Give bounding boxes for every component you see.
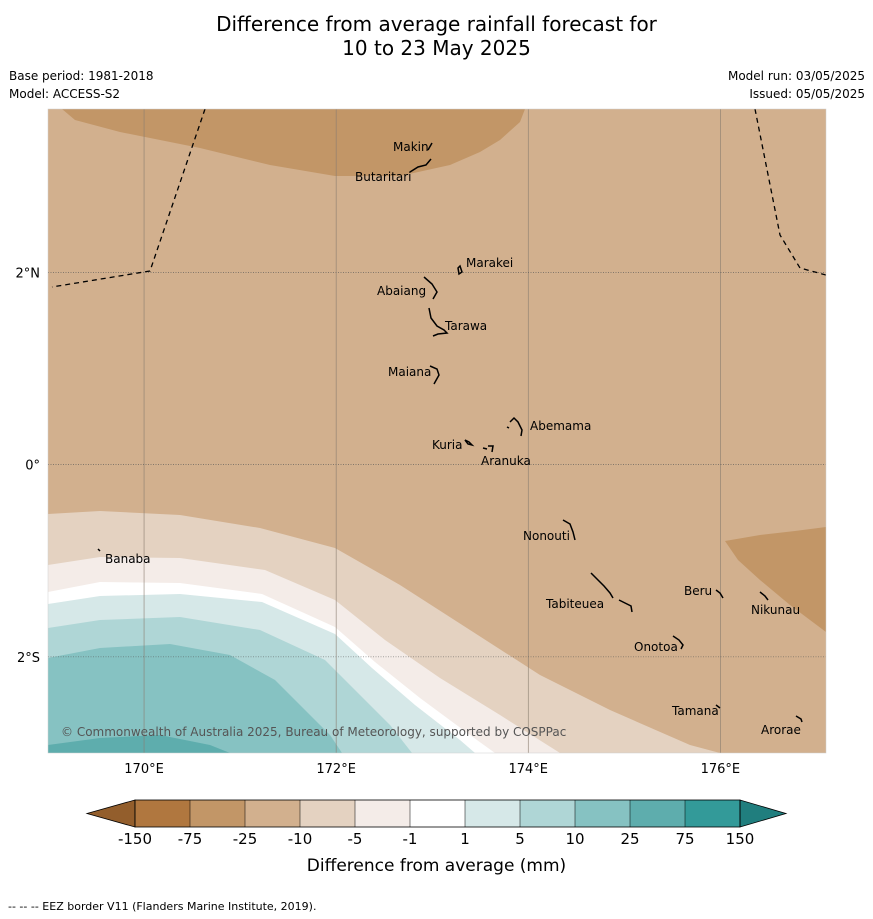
island-abaiang-outline [423, 276, 438, 300]
place-label-marakei: Marakei [466, 256, 513, 270]
legend-swatch [520, 800, 575, 827]
place-labels: Makin Butaritari Marakei Abaiang Tarawa … [105, 140, 801, 737]
place-label-nikunau: Nikunau [751, 603, 800, 617]
legend-swatch [135, 800, 190, 827]
legend-tick-label: -25 [233, 830, 258, 848]
place-label-onotoa: Onotoa [634, 640, 678, 654]
lat-tick-label: 0° [25, 459, 40, 474]
title-line-2: 10 to 23 May 2025 [342, 36, 531, 60]
legend-swatch [465, 800, 520, 827]
base-period: Base period: 1981-2018 [9, 69, 154, 83]
legend-tick-label: -10 [288, 830, 313, 848]
legend-swatch [630, 800, 685, 827]
island-makin-outline [427, 142, 433, 151]
legend-tick-label: -150 [118, 830, 152, 848]
eez-border [51, 109, 826, 288]
island-kuria-outline [464, 439, 475, 447]
legend-tick-label: 10 [565, 830, 584, 848]
legend-extend-high [739, 799, 788, 828]
place-label-nonouti: Nonouti [523, 529, 570, 543]
eez-border-east [754, 109, 826, 276]
legend-tick-label: -5 [348, 830, 363, 848]
place-label-tabiteuea: Tabiteuea [545, 597, 604, 611]
legend-swatch [575, 800, 630, 827]
island-onotoa-outline [672, 635, 684, 650]
island-outlines [97, 142, 803, 723]
band-10-to-25 [48, 644, 342, 753]
place-label-beru: Beru [684, 584, 712, 598]
place-label-arorae: Arorae [761, 723, 801, 737]
lon-tick-label: 172°E [316, 762, 356, 777]
band-25-to-75 [48, 735, 230, 753]
lat-tick-label: 2°S [17, 651, 40, 666]
island-aranuka-outline [488, 445, 494, 453]
place-label-makin: Makin [393, 140, 429, 154]
island-nonouti-outline [562, 519, 576, 541]
lon-tick-label: 174°E [508, 762, 548, 777]
band-minus75-to-minus25-north [48, 109, 525, 176]
rainfall-anomaly-contours [48, 109, 826, 753]
place-label-tamana: Tamana [671, 704, 719, 718]
island-beru-outline [715, 589, 724, 599]
title-line-1: Difference from average rainfall forecas… [216, 12, 657, 36]
place-label-abemama: Abemama [530, 419, 591, 433]
legend-swatch [410, 800, 465, 827]
lon-tick-label: 176°E [701, 762, 741, 777]
island-arorae-outline [795, 715, 803, 723]
island-aranuka-islet [482, 447, 488, 450]
island-tabiteuea-north-outline [590, 572, 614, 599]
place-label-banaba: Banaba [105, 552, 151, 566]
band-minus75-to-minus25-east [725, 527, 826, 632]
legend-tick-label: -1 [403, 830, 418, 848]
island-maiana-outline [429, 365, 440, 385]
legend-tick-label: -75 [178, 830, 203, 848]
model-run: Model run: 03/05/2025 [727, 69, 865, 83]
place-label-maiana: Maiana [388, 365, 431, 379]
lon-tick-label: 170°E [124, 762, 164, 777]
island-tamana-outline [715, 704, 721, 709]
legend-swatch [685, 800, 740, 827]
map-frame [47, 108, 827, 754]
lat-tick-label: 2°N [16, 266, 41, 281]
island-butaritari-outline [409, 158, 432, 173]
legend-swatch [190, 800, 245, 827]
copyright-notice: © Commonwealth of Australia 2025, Bureau… [61, 725, 566, 739]
island-marakei-outline [457, 264, 463, 276]
legend-tick-label: 75 [675, 830, 694, 848]
issued-date: Issued: 05/05/2025 [749, 87, 865, 101]
legend-extend-low [85, 799, 136, 828]
island-nikunau-outline [759, 591, 769, 601]
island-abemama-islet [506, 426, 510, 429]
place-label-tarawa: Tarawa [444, 319, 487, 333]
eez-footnote: -- -- -- EEZ border V11 (Flanders Marine… [8, 900, 317, 913]
eez-border-west [51, 109, 206, 288]
legend-swatch [355, 800, 410, 827]
legend-tick-label: 25 [620, 830, 639, 848]
legend-tick-label: 150 [726, 830, 755, 848]
island-tarawa-outline [428, 307, 449, 337]
legend-tick-label: 5 [515, 830, 525, 848]
island-abemama-outline [509, 416, 523, 437]
place-label-butaritari: Butaritari [355, 170, 412, 184]
model-name: Model: ACCESS-S2 [9, 87, 121, 101]
legend-swatch [245, 800, 300, 827]
axis-tick-labels: 170°E 172°E 174°E 176°E 2°N 0° 2°S [16, 266, 741, 777]
place-label-aranuka: Aranuka [481, 454, 531, 468]
legend-tick-label: 1 [460, 830, 470, 848]
legend-colorbar: -150 -75 -25 -10 -5 -1 1 5 10 25 75 150 [85, 799, 788, 848]
gridlines [48, 109, 826, 753]
legend-swatch [300, 800, 355, 827]
place-label-kuria: Kuria [432, 438, 463, 452]
island-banaba-outline [97, 548, 101, 552]
place-label-abaiang: Abaiang [377, 284, 426, 298]
island-tabiteuea-south-outline [618, 599, 633, 613]
legend-title: Difference from average (mm) [307, 856, 566, 876]
